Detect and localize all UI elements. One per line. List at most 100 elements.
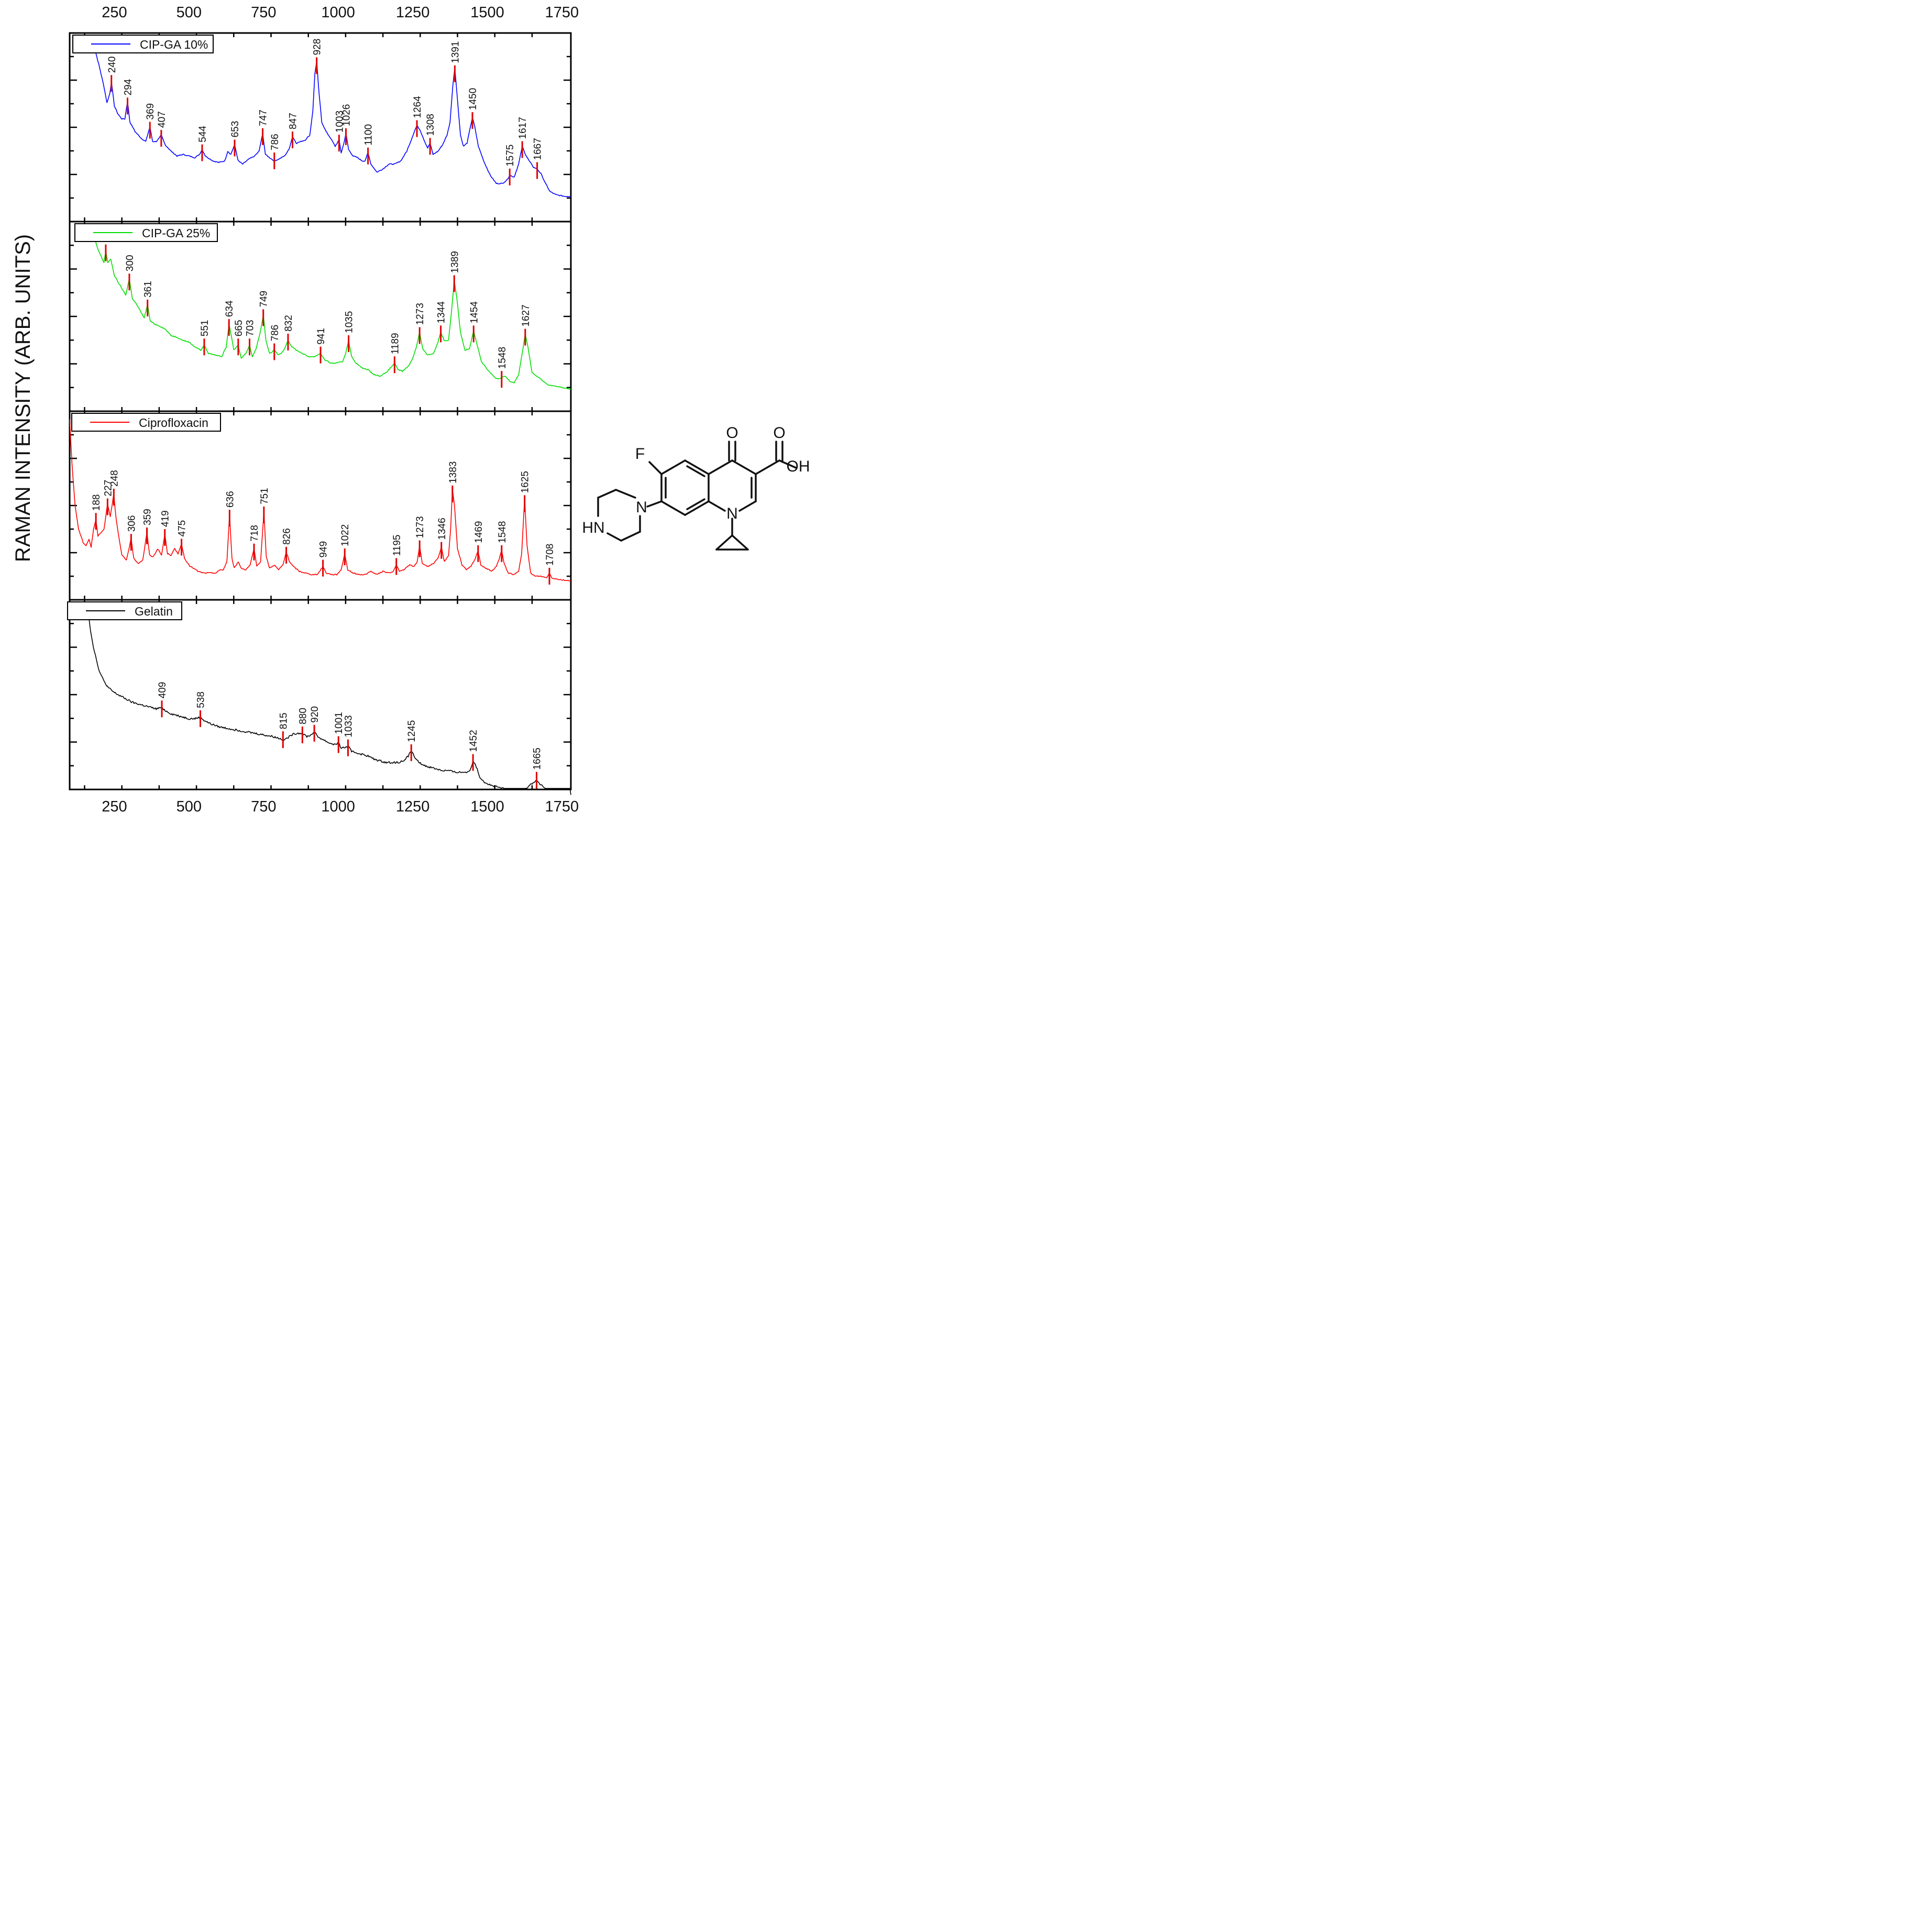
spectrum-line-cip-ga-10 — [91, 35, 571, 197]
peak-label: 1708 — [545, 544, 556, 566]
peak-label: 1001 — [334, 712, 345, 734]
atom-quinolone-nitrogen: N — [726, 505, 738, 522]
panel-cip-ga-25: 2213003615516346657037497868329411035118… — [69, 221, 572, 412]
peak-label: 653 — [230, 121, 241, 138]
peak-label: 847 — [288, 113, 299, 129]
peak-label: 1346 — [437, 518, 448, 540]
legend-gelatin: Gelatin — [67, 601, 182, 620]
peak-label: 1344 — [436, 301, 447, 324]
bottom-x-tick-label: 250 — [102, 798, 127, 815]
peak-label: 941 — [316, 328, 327, 345]
top-x-tick-label: 500 — [176, 4, 202, 21]
peak-label: 1391 — [450, 41, 461, 63]
peak-label: 361 — [143, 281, 154, 298]
peak-label: 1548 — [497, 521, 508, 543]
peak-label: 1264 — [412, 96, 423, 118]
peak-label: 227 — [103, 480, 114, 497]
peak-label: 832 — [283, 315, 294, 332]
panel-frame — [69, 410, 572, 601]
peak-label: 1627 — [521, 304, 532, 326]
peak-label: 1100 — [363, 124, 374, 146]
peak-label: 1548 — [497, 347, 508, 369]
peak-label: 1383 — [448, 462, 459, 484]
legend-cip-ga-10: CIP-GA 10% — [72, 35, 214, 53]
top-x-tick-label: 1750 — [545, 4, 579, 21]
peak-label: 1026 — [341, 104, 352, 126]
atom-piperazine-nh: HN — [582, 519, 604, 536]
peak-label: 1022 — [340, 524, 351, 546]
peak-label: 1308 — [425, 114, 436, 136]
peak-label: 786 — [270, 325, 281, 342]
top-x-tick-label: 1500 — [470, 4, 504, 21]
peak-label: 1665 — [532, 748, 543, 770]
peak-label: 551 — [200, 320, 211, 336]
peak-label: 359 — [142, 509, 153, 525]
atom-piperazine-nitrogen: N — [636, 499, 647, 516]
peak-label: 749 — [259, 291, 270, 308]
peak-label: 1454 — [469, 301, 480, 324]
atom-hydroxyl: OH — [787, 458, 810, 475]
peak-label: 1452 — [468, 730, 479, 752]
peak-label: 1245 — [406, 720, 417, 742]
peak-label: 306 — [126, 515, 137, 532]
bottom-x-axis: 250 500 750 1000 1250 1500 1750 — [102, 798, 579, 815]
peak-label: 1273 — [415, 516, 426, 538]
peak-label: 786 — [270, 134, 281, 150]
spectrum-line-gelatin — [87, 606, 571, 795]
top-x-tick-label: 750 — [251, 4, 276, 21]
peak-label: 1189 — [390, 333, 401, 354]
peak-label: 718 — [249, 525, 260, 542]
peak-label: 407 — [157, 111, 168, 128]
bottom-x-tick-label: 500 — [176, 798, 202, 815]
peak-label: 1003 — [334, 111, 345, 133]
top-x-axis: 250 500 750 1000 1250 1500 1750 — [102, 4, 579, 21]
peak-label: 751 — [259, 488, 270, 504]
peak-label: 538 — [196, 691, 207, 708]
legend-label: Ciprofloxacin — [139, 416, 208, 430]
spectrum-line-cip-ga-25 — [91, 228, 571, 390]
atom-ketone-oxygen: O — [726, 424, 738, 442]
peak-label: 1625 — [520, 471, 531, 493]
peak-label: 920 — [310, 706, 321, 723]
peak-label: 1450 — [468, 88, 479, 110]
peak-label: 409 — [157, 682, 168, 698]
peak-label: 1033 — [344, 715, 355, 737]
peak-label: 1195 — [392, 535, 403, 556]
peak-label: 949 — [318, 541, 329, 558]
peak-label: 747 — [258, 109, 269, 126]
top-x-tick-label: 1250 — [396, 4, 430, 21]
peak-label: 880 — [297, 708, 308, 724]
raman-spectra-figure: RAMAN INTENSITY (ARB. UNITS) 250 500 750 10… — [12, 4, 810, 815]
peak-label: 1469 — [473, 521, 484, 543]
peak-label: 475 — [177, 520, 188, 537]
peak-label: 1273 — [415, 303, 426, 325]
peak-label: 815 — [278, 712, 289, 729]
atom-acid-oxygen: O — [773, 424, 785, 442]
peak-label: 826 — [282, 528, 293, 545]
peak-label: 369 — [145, 103, 156, 120]
peak-label: 928 — [312, 39, 323, 56]
legend-label: CIP-GA 25% — [142, 226, 210, 240]
legend-ciprofloxacin: Ciprofloxacin — [71, 413, 221, 432]
panel-frame — [69, 32, 572, 223]
peak-label: 240 — [107, 56, 118, 73]
peak-label: 634 — [224, 300, 235, 317]
bottom-x-tick-label: 750 — [251, 798, 276, 815]
top-x-tick-label: 250 — [102, 4, 127, 21]
peak-label: 703 — [245, 320, 256, 336]
bottom-x-tick-label: 1750 — [545, 798, 579, 815]
peak-label: 188 — [91, 494, 102, 511]
legend-label: Gelatin — [135, 605, 173, 618]
bottom-x-tick-label: 1250 — [396, 798, 430, 815]
spectrum-line-ciprofloxacin — [69, 419, 571, 581]
legend-cip-ga-25: CIP-GA 25% — [74, 223, 218, 242]
peak-label: 1575 — [505, 145, 516, 167]
legend-label: CIP-GA 10% — [140, 38, 208, 51]
y-axis-label: RAMAN INTENSITY (ARB. UNITS) — [12, 234, 35, 562]
peak-label: 1389 — [449, 251, 460, 273]
peak-label: 544 — [197, 126, 208, 142]
